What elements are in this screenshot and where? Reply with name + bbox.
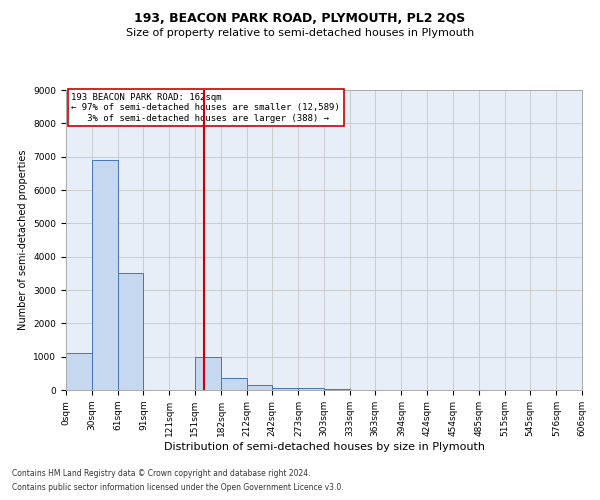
Bar [298,388,324,390]
X-axis label: Distribution of semi-detached houses by size in Plymouth: Distribution of semi-detached houses by … [163,442,485,452]
Text: Size of property relative to semi-detached houses in Plymouth: Size of property relative to semi-detach… [126,28,474,38]
Bar [324,389,350,390]
Text: 193 BEACON PARK ROAD: 162sqm
← 97% of semi-detached houses are smaller (12,589)
: 193 BEACON PARK ROAD: 162sqm ← 97% of se… [71,93,340,123]
Text: 193, BEACON PARK ROAD, PLYMOUTH, PL2 2QS: 193, BEACON PARK ROAD, PLYMOUTH, PL2 2QS [134,12,466,26]
Bar [66,354,92,390]
Bar [92,160,118,390]
Bar [194,356,221,390]
Bar [221,378,247,390]
Text: Contains HM Land Registry data © Crown copyright and database right 2024.: Contains HM Land Registry data © Crown c… [12,468,311,477]
Y-axis label: Number of semi-detached properties: Number of semi-detached properties [18,150,28,330]
Bar [272,388,298,390]
Text: Contains public sector information licensed under the Open Government Licence v3: Contains public sector information licen… [12,484,344,492]
Bar [118,274,143,390]
Bar [247,385,272,390]
